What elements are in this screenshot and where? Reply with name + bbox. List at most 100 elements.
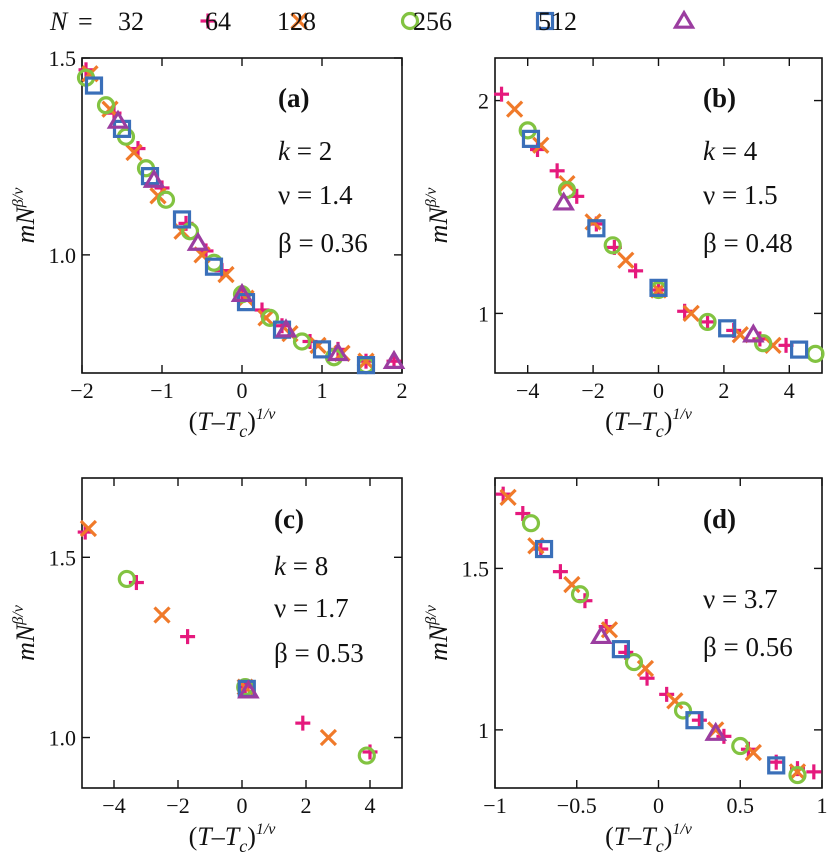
data-point-plus bbox=[806, 764, 822, 780]
data-point-circle bbox=[806, 344, 825, 363]
data-point-triangle bbox=[704, 721, 728, 741]
series-N256 bbox=[534, 539, 786, 775]
data-point-cross bbox=[499, 488, 517, 507]
y-axis-label: mNβ/ν bbox=[423, 604, 453, 661]
y-tick-label: 1.5 bbox=[462, 556, 490, 581]
x-tick-label: 0 bbox=[653, 793, 664, 818]
x-axis-label: (T–Tc)1/ν bbox=[605, 821, 693, 856]
series-N32 bbox=[494, 86, 794, 353]
data-point-cross bbox=[532, 136, 550, 154]
data-point-cross bbox=[788, 763, 807, 781]
series-N512 bbox=[237, 679, 260, 699]
data-point-circle bbox=[603, 236, 622, 255]
panel-c: −4 −2 0 2 4 1.0 1.5 (T–Tc)1/ν mNβ/ν (c) k = 8 ν = 1… bbox=[10, 477, 403, 856]
data-point-square bbox=[611, 640, 630, 659]
data-point-circle bbox=[570, 585, 590, 604]
legend-label: 32 bbox=[118, 7, 144, 36]
x-tick-label: 0 bbox=[653, 378, 664, 403]
data-point-triangle bbox=[106, 109, 130, 129]
data-point-plus bbox=[700, 314, 716, 330]
x-tick-label: 1 bbox=[317, 378, 328, 403]
data-point-triangle bbox=[186, 231, 210, 251]
parameter-annotation: ν = 1.4 bbox=[278, 180, 353, 210]
data-point-square bbox=[312, 340, 332, 359]
x-tick-label: −2 bbox=[581, 378, 604, 403]
series-N256 bbox=[521, 129, 809, 359]
data-point-cross bbox=[666, 692, 684, 710]
data-point-cross bbox=[79, 519, 98, 538]
plot-frame bbox=[81, 57, 403, 374]
x-tick-label: −2 bbox=[70, 378, 93, 403]
data-point-circle bbox=[521, 514, 541, 533]
data-point-square bbox=[84, 76, 104, 95]
x-tick-label: −4 bbox=[102, 793, 125, 818]
legend-marker-plus bbox=[200, 13, 216, 29]
legend-marker-cross bbox=[290, 12, 308, 30]
data-point-cross bbox=[617, 251, 635, 269]
data-point-square bbox=[649, 278, 668, 297]
data-point-square bbox=[790, 340, 809, 359]
data-point-circle bbox=[731, 736, 750, 756]
x-tick-label: 2 bbox=[718, 378, 729, 403]
y-tick-label: 1 bbox=[478, 718, 489, 743]
x-axis-label: (T–Tc)1/ν bbox=[189, 821, 277, 856]
data-point-triangle bbox=[326, 341, 350, 362]
series-N128 bbox=[76, 68, 376, 375]
y-tick-label: 1.5 bbox=[49, 46, 77, 71]
data-point-square bbox=[685, 711, 704, 730]
parameter-annotation: ν = 1.7 bbox=[274, 593, 349, 623]
series-N128 bbox=[521, 514, 807, 785]
data-point-circle bbox=[96, 96, 116, 115]
data-point-triangle bbox=[552, 191, 575, 211]
data-point-square bbox=[534, 539, 554, 559]
data-point-cross bbox=[682, 304, 700, 323]
series-N512 bbox=[552, 191, 765, 343]
x-tick-label: 2 bbox=[397, 378, 408, 403]
plot-frame bbox=[81, 477, 403, 789]
parameter-annotation: k = 4 bbox=[703, 136, 758, 166]
y-axis-label: mNβ/ν bbox=[10, 604, 40, 661]
data-point-triangle bbox=[237, 679, 260, 699]
data-point-plus bbox=[515, 506, 531, 522]
legend: N = 32 64 128 256 512 bbox=[49, 7, 696, 36]
y-tick-label: 2 bbox=[478, 89, 489, 114]
series-N64 bbox=[81, 65, 375, 370]
y-tick-label: 1.0 bbox=[49, 243, 77, 268]
y-axis-label: mNβ/ν bbox=[10, 187, 40, 244]
panel-tag: (d) bbox=[703, 504, 736, 534]
parameter-annotation: k = 2 bbox=[278, 136, 332, 166]
data-point-square bbox=[767, 756, 786, 775]
x-tick-label: −1 bbox=[150, 378, 173, 403]
data-point-square bbox=[172, 210, 192, 229]
series-N64 bbox=[499, 488, 807, 781]
x-tick-label: 0 bbox=[237, 793, 248, 818]
series-N512 bbox=[589, 624, 728, 741]
x-tick-label: −1 bbox=[483, 793, 506, 818]
series-N256 bbox=[84, 76, 376, 375]
legend-label: 128 bbox=[277, 7, 316, 36]
data-point-square bbox=[587, 219, 606, 238]
data-point-cross bbox=[309, 336, 327, 355]
x-axis-label: (T–Tc)1/ν bbox=[605, 406, 693, 441]
data-point-plus bbox=[691, 712, 707, 728]
legend-equals: = bbox=[78, 7, 93, 36]
x-tick-label: 0.5 bbox=[727, 793, 755, 818]
data-point-plus bbox=[128, 575, 144, 591]
x-axis-label: (T–Tc)1/ν bbox=[189, 406, 277, 441]
panel-b: −4 −2 0 2 4 1 2 (T–Tc)1/ν mNβ/ν (b) k = 4 ν = 1.5 β … bbox=[423, 57, 825, 441]
data-point-plus bbox=[639, 670, 655, 686]
parameter-annotation: ν = 1.5 bbox=[703, 180, 778, 210]
legend-label: 512 bbox=[538, 7, 577, 36]
panel-a: −2 −1 0 1 2 1.0 1.5 (T–Tc)1/ν mNβ/ν (a) k = 2 ν = 1… bbox=[10, 46, 408, 441]
panel-tag: (b) bbox=[703, 83, 736, 113]
y-tick-label: 1 bbox=[478, 301, 489, 326]
panel-d: −1 −0.5 0 0.5 1 1 1.5 (T–Tc)1/ν mNβ/ν (d) ν = 3.7 β… bbox=[423, 477, 828, 856]
parameter-annotation: β = 0.53 bbox=[274, 638, 364, 668]
data-point-cross bbox=[125, 143, 143, 162]
legend-marker-circle bbox=[400, 11, 420, 31]
x-tick-label: 4 bbox=[365, 793, 376, 818]
data-point-plus bbox=[552, 564, 568, 580]
data-point-circle bbox=[292, 332, 312, 351]
data-point-square bbox=[521, 129, 541, 148]
x-tick-label: 4 bbox=[784, 378, 795, 403]
